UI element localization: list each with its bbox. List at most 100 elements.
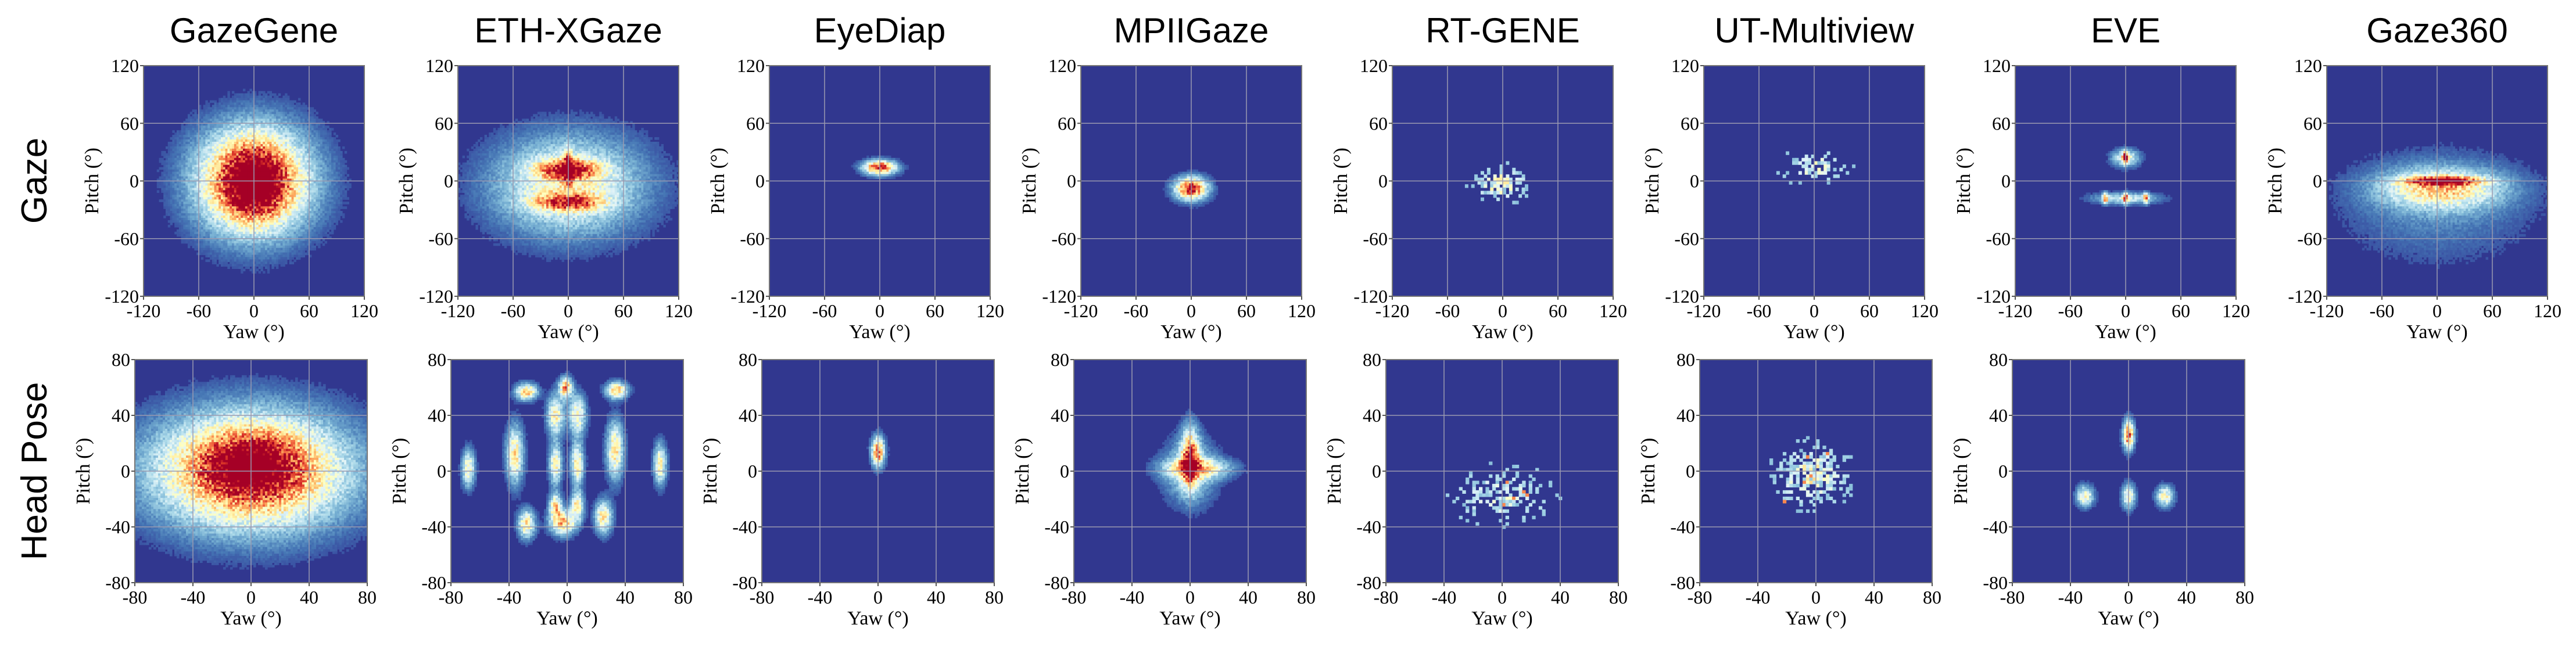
heatmap-cell bbox=[271, 255, 274, 258]
heatmap-cell bbox=[207, 213, 210, 216]
heatmap-cell bbox=[223, 96, 225, 99]
heatmap-cell bbox=[278, 165, 281, 168]
heatmap-cell bbox=[300, 250, 303, 253]
heatmap-cell bbox=[318, 185, 320, 188]
heatmap-cell bbox=[248, 227, 250, 230]
heatmap-cell bbox=[177, 204, 179, 207]
heatmap-cell bbox=[192, 165, 195, 168]
heatmap-cell bbox=[265, 190, 267, 193]
heatmap-cell bbox=[320, 227, 323, 230]
heatmap-cell bbox=[282, 158, 285, 161]
heatmap-cell bbox=[311, 211, 314, 214]
row-label: Head Pose bbox=[15, 355, 55, 587]
heatmap-cell bbox=[311, 116, 314, 119]
heatmap-cell bbox=[289, 202, 292, 204]
heatmap-cell bbox=[323, 132, 325, 135]
heatmap-cell bbox=[292, 174, 294, 177]
heatmap-cell bbox=[230, 197, 232, 200]
heatmap-cell bbox=[188, 172, 190, 175]
heatmap-cell bbox=[282, 132, 285, 135]
heatmap-cell bbox=[205, 220, 207, 223]
heatmap-cell bbox=[203, 105, 206, 108]
heatmap-cell bbox=[188, 220, 190, 223]
heatmap-cell bbox=[325, 172, 327, 175]
heatmap-cell bbox=[203, 197, 206, 200]
heatmap-cell bbox=[289, 232, 292, 235]
heatmap-cell bbox=[325, 167, 327, 170]
heatmap-cell bbox=[267, 264, 270, 267]
heatmap-cell bbox=[232, 266, 234, 269]
heatmap-cell bbox=[179, 232, 181, 235]
heatmap-cell bbox=[237, 112, 239, 114]
heatmap-cell bbox=[218, 116, 221, 119]
heatmap-cell bbox=[161, 185, 163, 188]
heatmap-cell bbox=[276, 105, 278, 108]
heatmap-cell bbox=[320, 185, 323, 188]
heatmap-cell bbox=[303, 232, 305, 235]
heatmap-cell bbox=[183, 220, 185, 223]
heatmap-cell bbox=[289, 213, 292, 216]
heatmap-cell bbox=[289, 125, 292, 128]
heatmap-cell bbox=[216, 156, 218, 159]
heatmap-cell bbox=[318, 174, 320, 177]
heatmap-cell bbox=[331, 204, 334, 207]
heatmap-cell bbox=[181, 165, 184, 168]
heatmap-cell bbox=[278, 112, 281, 114]
heatmap-cell bbox=[241, 105, 243, 108]
heatmap-cell bbox=[314, 139, 316, 142]
heatmap-cell bbox=[161, 151, 163, 154]
heatmap-cell bbox=[260, 105, 263, 108]
heatmap-cell bbox=[248, 250, 250, 253]
heatmap-cell bbox=[230, 218, 232, 221]
heatmap-cell bbox=[274, 220, 276, 223]
heatmap-cell bbox=[183, 139, 185, 142]
heatmap-cell bbox=[238, 119, 241, 121]
heatmap-cell bbox=[292, 227, 294, 230]
heatmap-cell bbox=[210, 167, 212, 170]
heatmap-cell bbox=[190, 132, 192, 135]
heatmap-cell bbox=[304, 190, 307, 193]
heatmap-cell bbox=[181, 156, 184, 159]
heatmap-cell bbox=[318, 234, 320, 237]
heatmap-cell bbox=[285, 103, 287, 106]
heatmap-cell bbox=[325, 142, 327, 145]
heatmap-cell bbox=[311, 220, 314, 223]
heatmap-cell bbox=[230, 202, 232, 204]
heatmap-cell bbox=[248, 132, 250, 135]
heatmap-cell bbox=[210, 204, 212, 207]
heatmap-cell bbox=[298, 98, 300, 101]
heatmap-cell bbox=[210, 163, 212, 166]
heatmap-cell bbox=[201, 257, 203, 260]
heatmap-cell bbox=[177, 197, 179, 200]
heatmap-cell bbox=[188, 225, 190, 228]
heatmap-cell bbox=[210, 225, 212, 228]
heatmap-cell bbox=[243, 268, 245, 271]
heatmap-cell bbox=[168, 209, 170, 211]
heatmap-cell bbox=[327, 172, 329, 175]
heatmap-cell bbox=[249, 151, 252, 154]
heatmap-cell bbox=[192, 156, 195, 159]
heatmap-cell bbox=[296, 158, 298, 161]
heatmap-cell bbox=[320, 119, 323, 121]
heatmap-cell bbox=[245, 241, 248, 244]
heatmap-cell bbox=[323, 128, 325, 131]
heatmap-cell bbox=[170, 211, 173, 214]
heatmap-cell bbox=[188, 174, 190, 177]
heatmap-cell bbox=[303, 250, 305, 253]
heatmap-cell bbox=[225, 112, 228, 114]
heatmap-cell bbox=[267, 185, 270, 188]
heatmap-cell bbox=[298, 248, 300, 251]
heatmap-cell bbox=[259, 156, 261, 159]
heatmap-cell bbox=[183, 167, 185, 170]
heatmap-cell bbox=[267, 167, 270, 170]
heatmap-cell bbox=[245, 158, 248, 161]
heatmap-cell bbox=[320, 128, 323, 131]
heatmap-cell bbox=[256, 132, 259, 135]
heatmap-cell bbox=[276, 220, 278, 223]
heatmap-cell bbox=[274, 112, 276, 114]
heatmap-cell bbox=[318, 151, 320, 154]
heatmap-cell bbox=[323, 202, 325, 204]
heatmap-cell bbox=[293, 125, 296, 128]
heatmap-cell bbox=[227, 132, 230, 135]
heatmap-cell bbox=[287, 243, 289, 246]
